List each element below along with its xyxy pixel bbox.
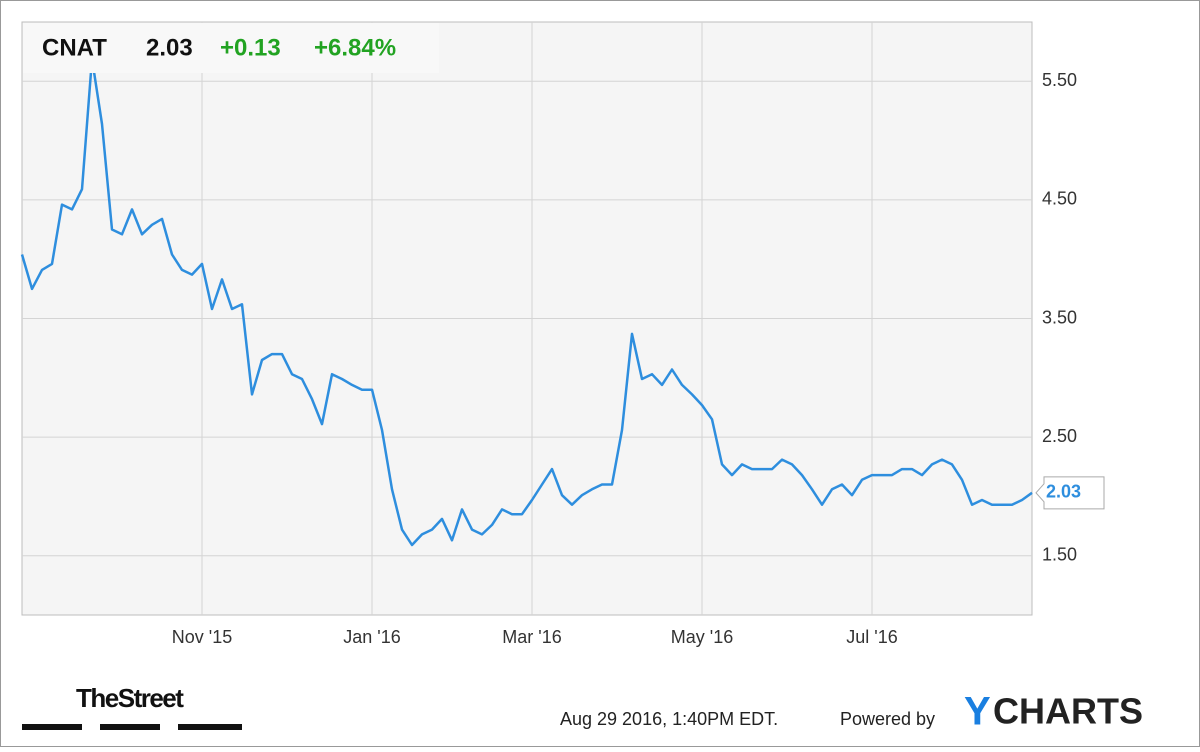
change-percent: +6.84% bbox=[314, 34, 396, 61]
powered-by: Powered by bbox=[840, 709, 935, 729]
x-tick-label: Nov '15 bbox=[172, 627, 232, 647]
change: +0.13 bbox=[220, 34, 281, 61]
logo-bar bbox=[22, 724, 82, 730]
brand-initial[interactable]: Y bbox=[964, 690, 991, 734]
last-value-label: 2.03 bbox=[1046, 482, 1081, 502]
y-tick-label: 2.50 bbox=[1042, 426, 1077, 446]
x-tick-label: Jan '16 bbox=[343, 627, 400, 647]
series-layer bbox=[20, 57, 1033, 547]
logo-bar bbox=[178, 724, 242, 730]
price-line bbox=[20, 57, 1033, 547]
price: 2.03 bbox=[146, 34, 193, 61]
timestamp: Aug 29 2016, 1:40PM EDT. bbox=[560, 709, 778, 729]
grid bbox=[22, 22, 1032, 615]
header-box bbox=[23, 23, 439, 73]
x-tick-label: Mar '16 bbox=[502, 627, 561, 647]
last-value-badge bbox=[1035, 476, 1105, 510]
x-tick-label: May '16 bbox=[671, 627, 733, 647]
y-tick-label: 3.50 bbox=[1042, 307, 1077, 327]
thestreet-logo: TheStreet bbox=[76, 683, 184, 713]
x-tick-label: Jul '16 bbox=[846, 627, 897, 647]
ticker: CNAT bbox=[42, 34, 107, 61]
brand-rest[interactable]: CHARTS bbox=[993, 691, 1143, 732]
y-tick-label: 4.50 bbox=[1042, 189, 1077, 209]
logo-bar bbox=[100, 724, 160, 730]
y-tick-label: 1.50 bbox=[1042, 544, 1077, 564]
y-tick-label: 5.50 bbox=[1042, 70, 1077, 90]
